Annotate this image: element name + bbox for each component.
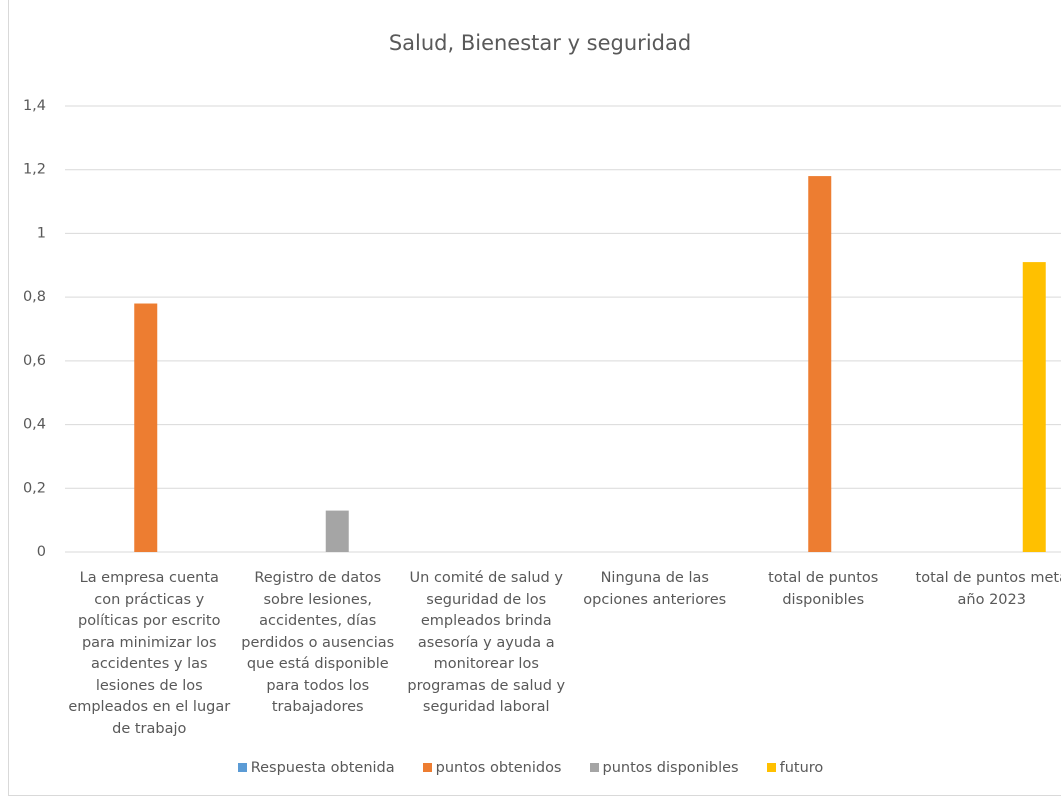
legend-item: puntos obtenidos: [422, 760, 562, 776]
bar: [808, 176, 832, 553]
legend-swatch: [766, 763, 776, 772]
legend-label: puntos obtenidos: [435, 760, 562, 776]
y-tick-label: 0: [37, 544, 46, 560]
bar: [1022, 262, 1046, 552]
y-tick-label: 0,4: [23, 417, 46, 433]
x-tick-label: Ninguna de las opciones anteriores: [583, 570, 727, 608]
legend: Respuesta obtenida puntos obtenidos puntos…: [0, 760, 1061, 776]
legend-label: puntos disponibles: [602, 760, 739, 776]
y-tick-label: 1: [37, 225, 46, 241]
legend-swatch: [237, 763, 247, 772]
chart-title: Salud, Bienestar y seguridad: [389, 31, 691, 55]
y-tick-label: 0,2: [23, 480, 46, 496]
chart-frame: [8, 0, 1061, 796]
legend-item: futuro: [766, 760, 824, 776]
legend-swatch: [422, 763, 432, 772]
x-tick-label: La empresa cuenta con prácticas y políti…: [68, 570, 231, 737]
legend-label: futuro: [779, 760, 824, 776]
y-tick-label: 0,8: [23, 289, 46, 305]
legend-swatch: [589, 763, 599, 772]
y-tick-label: 1,4: [23, 98, 46, 114]
legend-label: Respuesta obtenida: [250, 760, 395, 776]
x-tick-label: total de puntos meta año 2023: [915, 570, 1061, 608]
legend-item: puntos disponibles: [589, 760, 739, 776]
legend-item: Respuesta obtenida: [237, 760, 395, 776]
x-tick-label: Un comité de salud y seguridad de los em…: [407, 570, 566, 715]
y-tick-label: 1,2: [23, 162, 46, 178]
bar: [134, 303, 158, 552]
x-tick-label: total de puntos disponibles: [768, 570, 879, 608]
y-tick-label: 0,6: [23, 353, 46, 369]
bar: [325, 510, 349, 552]
x-tick-label: Registro de datos sobre lesiones, accide…: [241, 570, 395, 715]
